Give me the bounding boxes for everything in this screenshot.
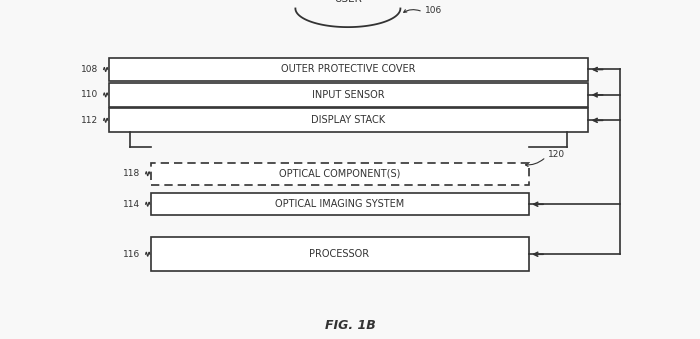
Text: 120: 120 [548, 150, 565, 159]
Text: OPTICAL COMPONENT(S): OPTICAL COMPONENT(S) [279, 169, 400, 179]
Text: INPUT SENSOR: INPUT SENSOR [312, 90, 384, 100]
Text: 114: 114 [123, 200, 140, 209]
Text: 116: 116 [122, 250, 140, 259]
Text: 112: 112 [81, 116, 98, 125]
Bar [150, 163, 528, 185]
Text: OPTICAL IMAGING SYSTEM: OPTICAL IMAGING SYSTEM [275, 199, 404, 209]
Bar [108, 58, 588, 81]
Bar [150, 237, 528, 271]
Bar [108, 108, 588, 132]
Text: 108: 108 [80, 65, 98, 74]
Text: DISPLAY STACK: DISPLAY STACK [312, 115, 385, 125]
Text: 118: 118 [122, 169, 140, 178]
Text: OUTER PROTECTIVE COVER: OUTER PROTECTIVE COVER [281, 64, 416, 75]
Text: USER: USER [334, 0, 362, 4]
Bar [150, 193, 528, 215]
Text: 106: 106 [425, 6, 442, 15]
Text: 110: 110 [80, 91, 98, 99]
Bar [108, 83, 588, 107]
Text: PROCESSOR: PROCESSOR [309, 249, 370, 259]
Text: FIG. 1B: FIG. 1B [325, 319, 375, 332]
